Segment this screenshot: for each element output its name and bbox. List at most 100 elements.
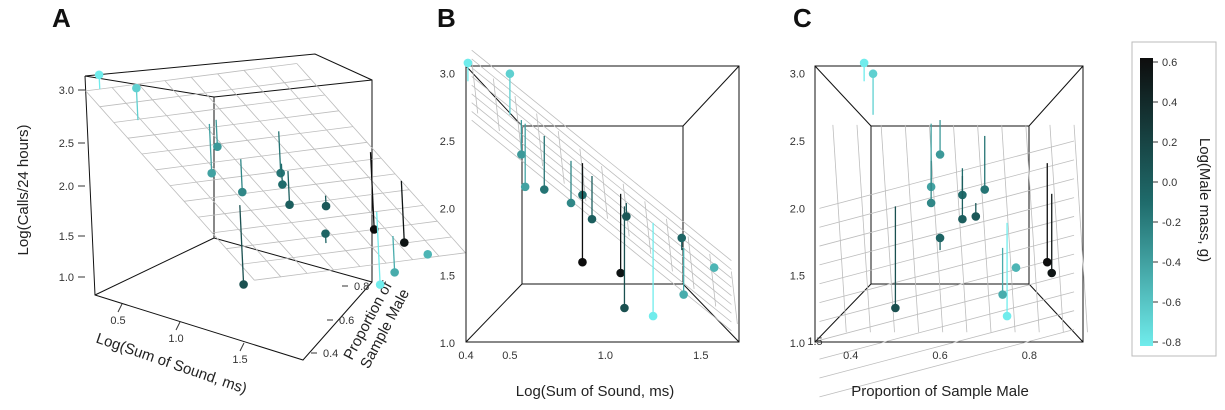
surface-line-c — [819, 140, 1075, 209]
colorbar-tick-label: 0.2 — [1162, 137, 1177, 149]
z-tick-label-a: 1.5 — [59, 231, 74, 243]
data-point-a — [369, 225, 379, 234]
x-tick-a — [175, 321, 181, 331]
data-point-a — [423, 250, 433, 259]
data-point-c — [980, 185, 990, 194]
data-point-b — [517, 150, 526, 159]
x-tick-label-c: 0.4 — [843, 350, 858, 362]
x-tick-label-a: 1.0 — [168, 333, 183, 345]
data-point-c — [891, 303, 900, 313]
panel-label-b: B — [437, 3, 456, 33]
y-tick-label-c: 3.0 — [790, 69, 805, 81]
data-point-a — [207, 168, 216, 178]
data-point-a — [321, 201, 331, 211]
data-point-b — [463, 58, 473, 68]
surface-line-c — [880, 124, 895, 333]
surface-line-b — [730, 271, 738, 325]
surface-line-c — [1001, 124, 1016, 333]
y-tick-label-a: 0.8 — [354, 281, 369, 293]
surface-line-c — [904, 124, 920, 333]
data-point-a — [400, 238, 409, 247]
data-point-c — [1011, 263, 1021, 272]
z-tick-label-a: 2.0 — [59, 181, 74, 193]
x-tick-label-c: 1.5 — [807, 336, 822, 348]
x-tick-label-b: 0.5 — [502, 350, 517, 362]
surface-line-c — [819, 178, 1075, 247]
surface-line-b — [471, 67, 732, 279]
panel-b: B 3.02.52.01.51.00.4 0.5 1.0 1.5 Log(Sum of… — [437, 3, 740, 400]
panel-c-box — [814, 65, 1084, 343]
data-point-b — [648, 311, 658, 321]
panel-b-box — [465, 65, 740, 343]
residual-stem-a — [400, 180, 405, 243]
residual-stem-a — [240, 159, 243, 193]
surface-line-c — [819, 253, 1075, 322]
z-tick-label-a: 1.0 — [59, 272, 74, 284]
y-tick-label-c: 1.5 — [790, 271, 805, 283]
data-point-b — [587, 214, 597, 224]
data-point-a — [390, 268, 399, 277]
surface-line-c — [953, 124, 968, 333]
surface-line-b — [471, 102, 732, 314]
panel-a-box — [84, 53, 373, 361]
panel-label-c: C — [793, 3, 812, 33]
data-point-c — [958, 214, 967, 224]
x-axis-label-c: Proportion of Sample Male — [851, 383, 1029, 400]
regression-surface-a — [85, 63, 466, 281]
y-tick-label-a: 0.4 — [323, 348, 338, 360]
data-point-a — [278, 180, 287, 189]
surface-line-c — [819, 310, 1075, 379]
panel-c: C 3.02.52.01.51.0 1.50.4 0.6 0.8 Proportion… — [790, 3, 1088, 400]
surface-line-a — [217, 73, 387, 264]
residual-stem-a — [287, 171, 291, 205]
x-tick-label-b: 1.0 — [598, 350, 613, 362]
data-points-c — [859, 58, 1057, 321]
surface-line-c — [977, 124, 992, 333]
data-point-b — [677, 233, 687, 243]
y-tick-label-b: 2.5 — [440, 136, 455, 148]
data-point-a — [213, 142, 222, 151]
regression-surface-c — [819, 124, 1088, 398]
panel-label-a: A — [52, 3, 71, 33]
surface-line-c — [819, 272, 1075, 341]
x-tick-label-c: 0.8 — [1022, 350, 1037, 362]
surface-line-c — [832, 124, 847, 333]
regression-surface-b — [471, 49, 738, 332]
data-point-b — [616, 268, 625, 278]
residual-stem-a — [369, 152, 375, 230]
surface-line-a — [243, 70, 413, 260]
surface-line-a — [270, 66, 440, 257]
y-tick-label-b: 2.0 — [440, 203, 455, 215]
data-point-a — [238, 187, 247, 197]
x-tick-label-a: 1.5 — [232, 354, 247, 366]
colorbar-tick-label: -0.2 — [1162, 217, 1181, 229]
data-points-a — [94, 70, 433, 289]
data-point-a — [239, 280, 248, 289]
surface-line-a — [296, 63, 466, 254]
residual-stem-a — [278, 131, 282, 174]
x-axis-label-b: Log(Sum of Sound, ms) — [516, 383, 674, 400]
data-point-b — [622, 212, 631, 221]
colorbar-tick-label: -0.6 — [1162, 297, 1181, 309]
data-point-a — [132, 83, 141, 93]
data-point-c — [971, 212, 981, 221]
x-tick-a — [239, 342, 245, 352]
y-tick-label-c: 2.0 — [790, 203, 805, 215]
data-point-a — [321, 229, 330, 238]
data-point-b — [539, 185, 549, 194]
y-tick-label-c: 1.0 — [790, 338, 805, 350]
data-point-b — [679, 290, 688, 299]
colorbar: 0.6 0.4 0.2 0.0 -0.2 -0.4 -0.6 -0.8 Log(Male ma… — [1131, 41, 1217, 357]
data-point-b — [709, 263, 719, 272]
surface-line-a — [111, 87, 282, 278]
surface-line-b — [471, 84, 732, 297]
data-point-b — [620, 303, 629, 313]
surface-line-c — [856, 124, 871, 333]
surface-line-c — [1025, 124, 1040, 333]
surface-line-c — [1049, 124, 1064, 333]
surface-line-c — [819, 216, 1075, 285]
data-point-c — [935, 150, 945, 159]
x-tick-a — [117, 303, 123, 313]
data-point-b — [520, 182, 530, 192]
